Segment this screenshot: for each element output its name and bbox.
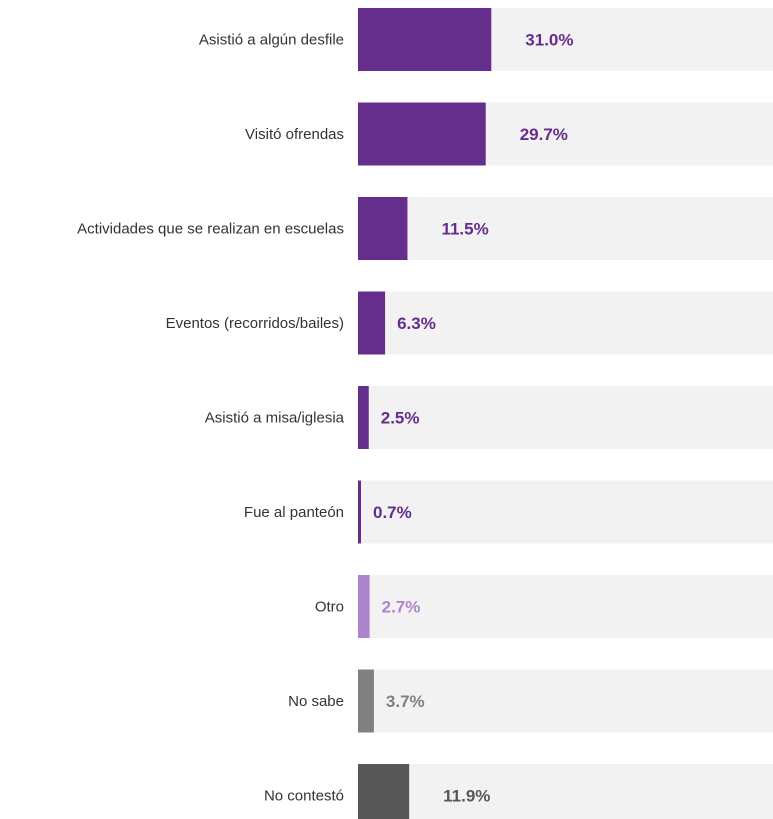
bar — [358, 102, 486, 166]
category-label: No contestó — [264, 788, 344, 805]
bar — [358, 764, 410, 819]
bar-row: Otro 2.7% — [315, 575, 773, 638]
category-label: Fue al panteón — [244, 504, 344, 521]
bar-track — [358, 669, 773, 733]
value-label: 6.3% — [397, 314, 436, 333]
bar — [358, 480, 362, 544]
bar — [358, 8, 492, 71]
category-label: Eventos (recorridos/bailes) — [166, 315, 344, 332]
bar-row: Eventos (recorridos/bailes) 6.3% — [166, 291, 773, 355]
bar-row: Actividades que se realizan en escuelas 1… — [77, 197, 773, 260]
bar-row: Asistió a algún desfile 31.0% — [199, 8, 773, 71]
bar-track — [358, 386, 773, 449]
bar — [358, 386, 369, 449]
bar-track — [358, 197, 773, 260]
bar — [358, 197, 408, 260]
value-label: 0.7% — [373, 503, 412, 522]
value-label: 11.5% — [441, 220, 488, 239]
value-label: 29.7% — [520, 125, 568, 144]
bar — [358, 291, 386, 355]
category-label: Visitó ofrendas — [245, 126, 344, 143]
value-label: 2.5% — [381, 409, 420, 428]
category-label: Actividades que se realizan en escuelas — [77, 221, 344, 238]
category-label: Asistió a misa/iglesia — [205, 410, 345, 427]
bar-track — [358, 764, 773, 819]
value-label: 3.7% — [386, 692, 425, 711]
bar-row: No sabe 3.7% — [288, 669, 773, 733]
category-label: Otro — [315, 599, 344, 616]
bar-track — [358, 291, 773, 355]
category-label: Asistió a algún desfile — [199, 32, 344, 49]
bar-track — [358, 575, 773, 638]
bar-row: Fue al panteón 0.7% — [244, 480, 773, 544]
value-label: 2.7% — [382, 598, 421, 617]
bar — [358, 575, 370, 638]
bar-row: Visitó ofrendas 29.7% — [245, 102, 773, 166]
value-label: 31.0% — [525, 31, 573, 50]
bar — [358, 669, 374, 733]
bar-row: No contestó 11.9% — [264, 764, 773, 819]
bar-row: Asistió a misa/iglesia 2.5% — [205, 386, 773, 449]
value-label: 11.9% — [443, 787, 490, 806]
category-label: No sabe — [288, 693, 344, 710]
bar-track — [358, 480, 773, 544]
